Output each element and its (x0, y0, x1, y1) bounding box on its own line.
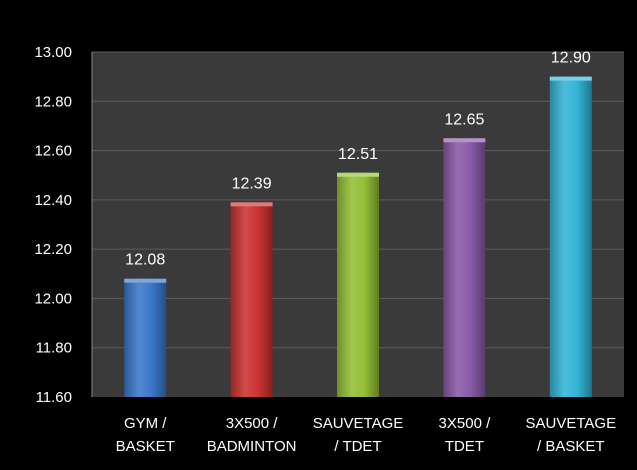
bar-top-highlight (337, 172, 379, 177)
y-tick-label: 12.40 (34, 192, 72, 209)
bars (124, 76, 592, 398)
x-category-label: 3X500 / (439, 415, 492, 432)
bar (230, 202, 273, 397)
y-tick-label: 11.60 (36, 389, 72, 406)
y-tick-label: 11.80 (36, 340, 72, 357)
bar-top-highlight (230, 202, 273, 207)
bar-top-highlight (549, 76, 592, 81)
x-category-label: BASKET (116, 438, 175, 455)
x-category-label: BADMINTON (207, 438, 297, 455)
x-axis-category-labels: GYM / BASKET 3X500 / BADMINTON SAUVETAGE / TD… (116, 415, 616, 455)
y-tick-label: 12.20 (34, 241, 72, 258)
x-category-label: GYM / (124, 415, 167, 432)
x-category-label: / TDET (334, 438, 381, 455)
x-category-label: TDET (445, 438, 484, 455)
x-category-label: 3X500 / (226, 415, 279, 432)
x-category-label: / BASKET (537, 438, 605, 455)
bar (124, 278, 167, 397)
y-tick-label: 12.80 (34, 93, 72, 110)
bar (549, 76, 592, 398)
y-tick-label: 12.60 (34, 143, 72, 160)
data-label: 12.39 (232, 175, 272, 192)
x-category-label: SAUVETAGE (313, 415, 404, 432)
data-label: 12.65 (444, 111, 484, 128)
x-category-label: SAUVETAGE (526, 415, 617, 432)
bar (337, 172, 379, 397)
bar-top-highlight (124, 278, 167, 283)
data-labels: 12.08 12.39 12.51 12.65 12.90 (125, 50, 591, 269)
y-tick-label: 13.00 (34, 44, 72, 61)
bar-top-highlight (443, 138, 486, 143)
data-label: 12.51 (338, 146, 378, 163)
data-label: 12.08 (125, 252, 165, 269)
bar (443, 138, 486, 397)
y-tick-label: 12.00 (34, 290, 72, 307)
data-label: 12.90 (551, 50, 591, 67)
y-axis-tick-labels: 11.60 11.80 12.00 12.20 12.40 12.60 12.80 13.00 (34, 44, 72, 406)
